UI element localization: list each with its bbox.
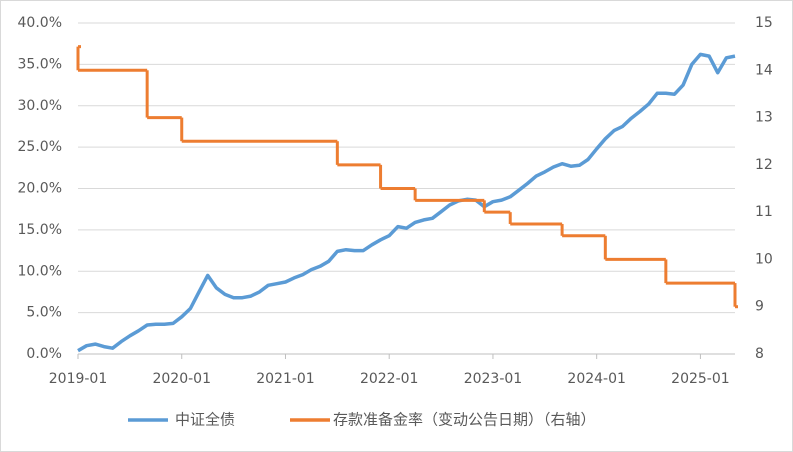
y2-tick-label: 8	[755, 346, 764, 362]
x-tick-label: 2021-01	[256, 371, 315, 387]
y-tick-label: 15.0%	[18, 222, 62, 238]
y2-tick-label: 9	[755, 299, 764, 315]
x-tick-label: 2023-01	[464, 371, 523, 387]
y-tick-label: 5.0%	[26, 305, 62, 321]
legend-label: 中证全债	[175, 411, 235, 429]
line-series	[77, 52, 736, 353]
y-tick-label: 35.0%	[18, 56, 62, 72]
y-tick-label: 20.0%	[18, 181, 62, 197]
y2-tick-label: 15	[755, 15, 773, 31]
y2-tick-label: 11	[755, 204, 773, 220]
y-tick-label: 30.0%	[18, 98, 62, 114]
y2-tick-label: 14	[755, 62, 773, 78]
y-tick-label: 0.0%	[26, 346, 62, 362]
y2-tick-label: 12	[755, 157, 773, 173]
legend-label: 存款准备金率（变动公告日期）（右轴）	[333, 411, 596, 429]
x-tick-label: 2024-01	[567, 371, 626, 387]
y-tick-label: 10.0%	[18, 263, 62, 279]
y2-tick-label: 10	[755, 251, 773, 267]
y-tick-label: 25.0%	[18, 139, 62, 155]
x-tick-label: 2019-01	[49, 371, 108, 387]
x-tick-label: 2025-01	[671, 371, 730, 387]
x-tick-label: 2020-01	[152, 371, 211, 387]
y2-tick-label: 13	[755, 110, 773, 126]
x-tick-label: 2022-01	[360, 371, 419, 387]
y-tick-label: 40.0%	[18, 15, 62, 31]
